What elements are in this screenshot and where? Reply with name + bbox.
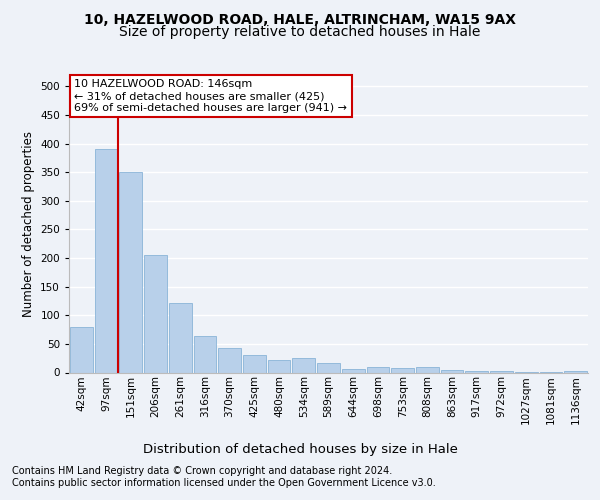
Y-axis label: Number of detached properties: Number of detached properties (22, 130, 35, 317)
Text: Distribution of detached houses by size in Hale: Distribution of detached houses by size … (143, 442, 457, 456)
Bar (70, 326, 93, 372)
Bar (292, 358, 315, 372)
Bar (367, 368, 389, 372)
Bar (416, 367, 439, 372)
Bar (169, 302, 191, 372)
Text: 10 HAZELWOOD ROAD: 146sqm
← 31% of detached houses are smaller (425)
69% of semi: 10 HAZELWOOD ROAD: 146sqm ← 31% of detac… (74, 80, 347, 112)
Text: 10, HAZELWOOD ROAD, HALE, ALTRINCHAM, WA15 9AX: 10, HAZELWOOD ROAD, HALE, ALTRINCHAM, WA… (84, 12, 516, 26)
Bar (317, 364, 340, 372)
Text: Contains HM Land Registry data © Crown copyright and database right 2024.: Contains HM Land Registry data © Crown c… (12, 466, 392, 476)
Bar (342, 369, 365, 372)
Bar (564, 371, 587, 372)
Bar (119, 172, 142, 372)
Bar (391, 368, 414, 372)
Bar (243, 356, 266, 372)
Bar (218, 348, 241, 372)
Bar (95, 150, 118, 372)
Bar (441, 370, 463, 372)
Bar (194, 336, 216, 372)
Text: Size of property relative to detached houses in Hale: Size of property relative to detached ho… (119, 25, 481, 39)
Bar (268, 360, 290, 372)
Text: Contains public sector information licensed under the Open Government Licence v3: Contains public sector information licen… (12, 478, 436, 488)
Bar (144, 255, 167, 372)
